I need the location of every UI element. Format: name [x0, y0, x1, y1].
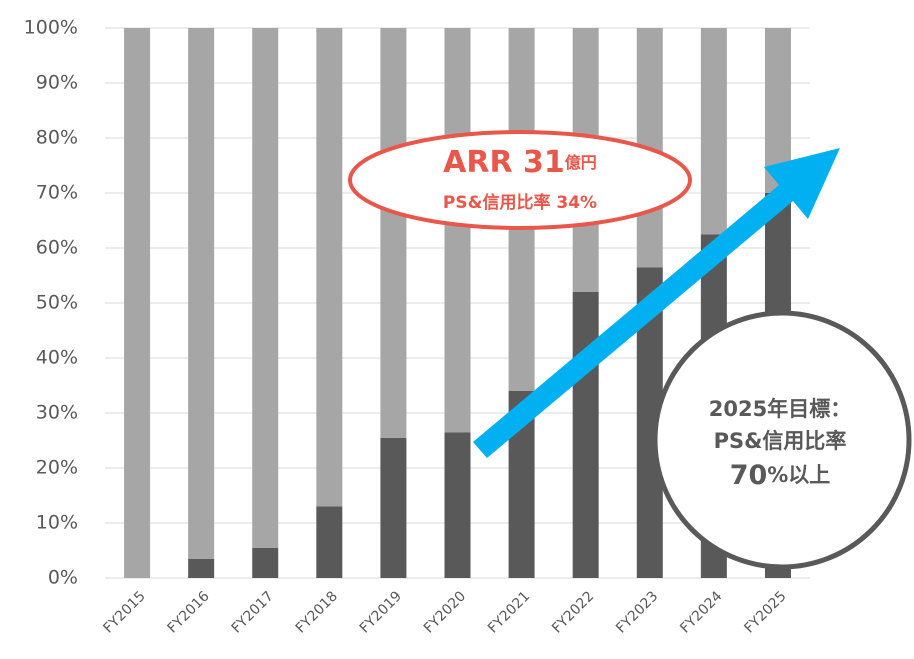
annotation: 70%以上 — [730, 460, 831, 491]
x-tick-label: FY2016 — [165, 588, 213, 636]
x-tick-label: FY2023 — [613, 588, 661, 636]
y-tick-label: 100% — [24, 17, 78, 39]
y-tick-label: 90% — [36, 72, 78, 94]
x-tick-label: FY2022 — [549, 588, 597, 636]
y-tick-label: 0% — [48, 567, 78, 589]
x-tick-label: FY2017 — [229, 588, 277, 636]
annotation-number: 70 — [730, 460, 768, 491]
y-tick-label: 10% — [36, 512, 78, 534]
y-tick-label: 20% — [36, 457, 78, 479]
x-tick-label: FY2015 — [100, 588, 148, 636]
annotation: 2025年目標： — [709, 397, 851, 421]
y-tick-label: 30% — [36, 402, 78, 424]
x-tick-label: FY2021 — [485, 588, 533, 636]
annotation: PS&信用比率 34% — [443, 192, 597, 213]
annotation: ARR 31億円 — [443, 145, 597, 180]
y-tick-label: 50% — [36, 292, 78, 314]
y-tick-label: 40% — [36, 347, 78, 369]
x-tick-label: FY2025 — [741, 588, 789, 636]
y-tick-label: 60% — [36, 237, 78, 259]
bar-segment — [188, 28, 215, 559]
bar-segment — [316, 28, 343, 507]
bar-segment — [252, 28, 279, 548]
bar-segment — [572, 292, 599, 578]
bar-segment — [444, 432, 471, 578]
bar-segment — [380, 28, 407, 438]
bar-segment — [444, 28, 471, 433]
annotation-unit: %以上 — [767, 463, 830, 487]
annotation-main: ARR 31 — [443, 145, 565, 180]
bar-segment — [252, 547, 279, 578]
bar-segment — [124, 28, 151, 578]
x-tick-label: FY2024 — [677, 588, 725, 636]
target-circle — [652, 310, 912, 570]
annotation: PS&信用比率 — [714, 429, 847, 453]
bar-segment — [316, 506, 343, 578]
arrow — [473, 148, 840, 458]
callout-ellipse — [348, 130, 692, 230]
y-tick-label: 70% — [36, 182, 78, 204]
x-tick-label: FY2018 — [293, 588, 341, 636]
annotation-unit: 億円 — [565, 153, 597, 172]
y-tick-label: 80% — [36, 127, 78, 149]
x-tick-label: FY2020 — [421, 588, 469, 636]
bar-segment — [700, 28, 727, 235]
bar-segment — [380, 437, 407, 578]
x-tick-label: FY2019 — [357, 588, 405, 636]
bar-segment — [188, 558, 215, 578]
